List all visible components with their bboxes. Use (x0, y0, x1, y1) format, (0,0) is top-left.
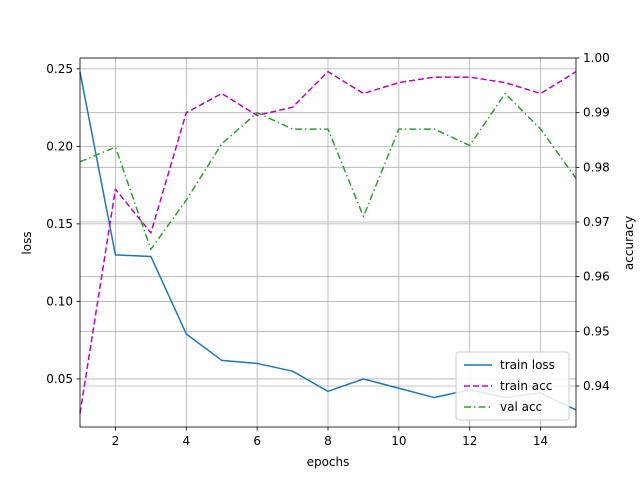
left-tick-label: 0.15 (46, 217, 73, 231)
axis-ticks: 2 4 6 8 10 12 14 0.05 0.10 0.15 0.20 0.25 0.94 0.95 0.… (46, 51, 609, 448)
x-axis-label: epochs (307, 455, 350, 469)
right-tick-label: 0.98 (583, 160, 610, 174)
left-tick-label: 0.25 (46, 62, 73, 76)
right-tick-label: 1.00 (583, 51, 610, 65)
series-line-val-acc (79, 92, 577, 251)
left-tick-label: 0.05 (46, 372, 73, 386)
x-tick-label: 12 (462, 434, 477, 448)
x-tick-label: 8 (324, 434, 332, 448)
legend-label: train loss (500, 358, 555, 372)
right-tick-label: 0.94 (583, 379, 610, 393)
x-tick-label: 4 (182, 434, 190, 448)
left-axis-label: loss (20, 231, 34, 254)
right-tick-label: 0.96 (583, 270, 610, 284)
legend-label: val acc (500, 400, 542, 414)
x-tick-label: 14 (533, 434, 548, 448)
legend-box (455, 351, 570, 421)
right-axis-label: accuracy (622, 216, 636, 270)
left-tick-label: 0.20 (46, 139, 73, 153)
right-tick-label: 0.99 (583, 106, 610, 120)
left-tick-label: 0.10 (46, 294, 73, 308)
right-tick-label: 0.97 (583, 215, 610, 229)
series-line-train-acc (79, 70, 577, 414)
x-tick-label: 2 (112, 434, 120, 448)
x-tick-label: 6 (253, 434, 261, 448)
right-tick-label: 0.95 (583, 324, 610, 338)
x-tick-label: 10 (391, 434, 406, 448)
legend: train loss train acc val acc (455, 351, 570, 421)
legend-label: train acc (500, 379, 552, 393)
